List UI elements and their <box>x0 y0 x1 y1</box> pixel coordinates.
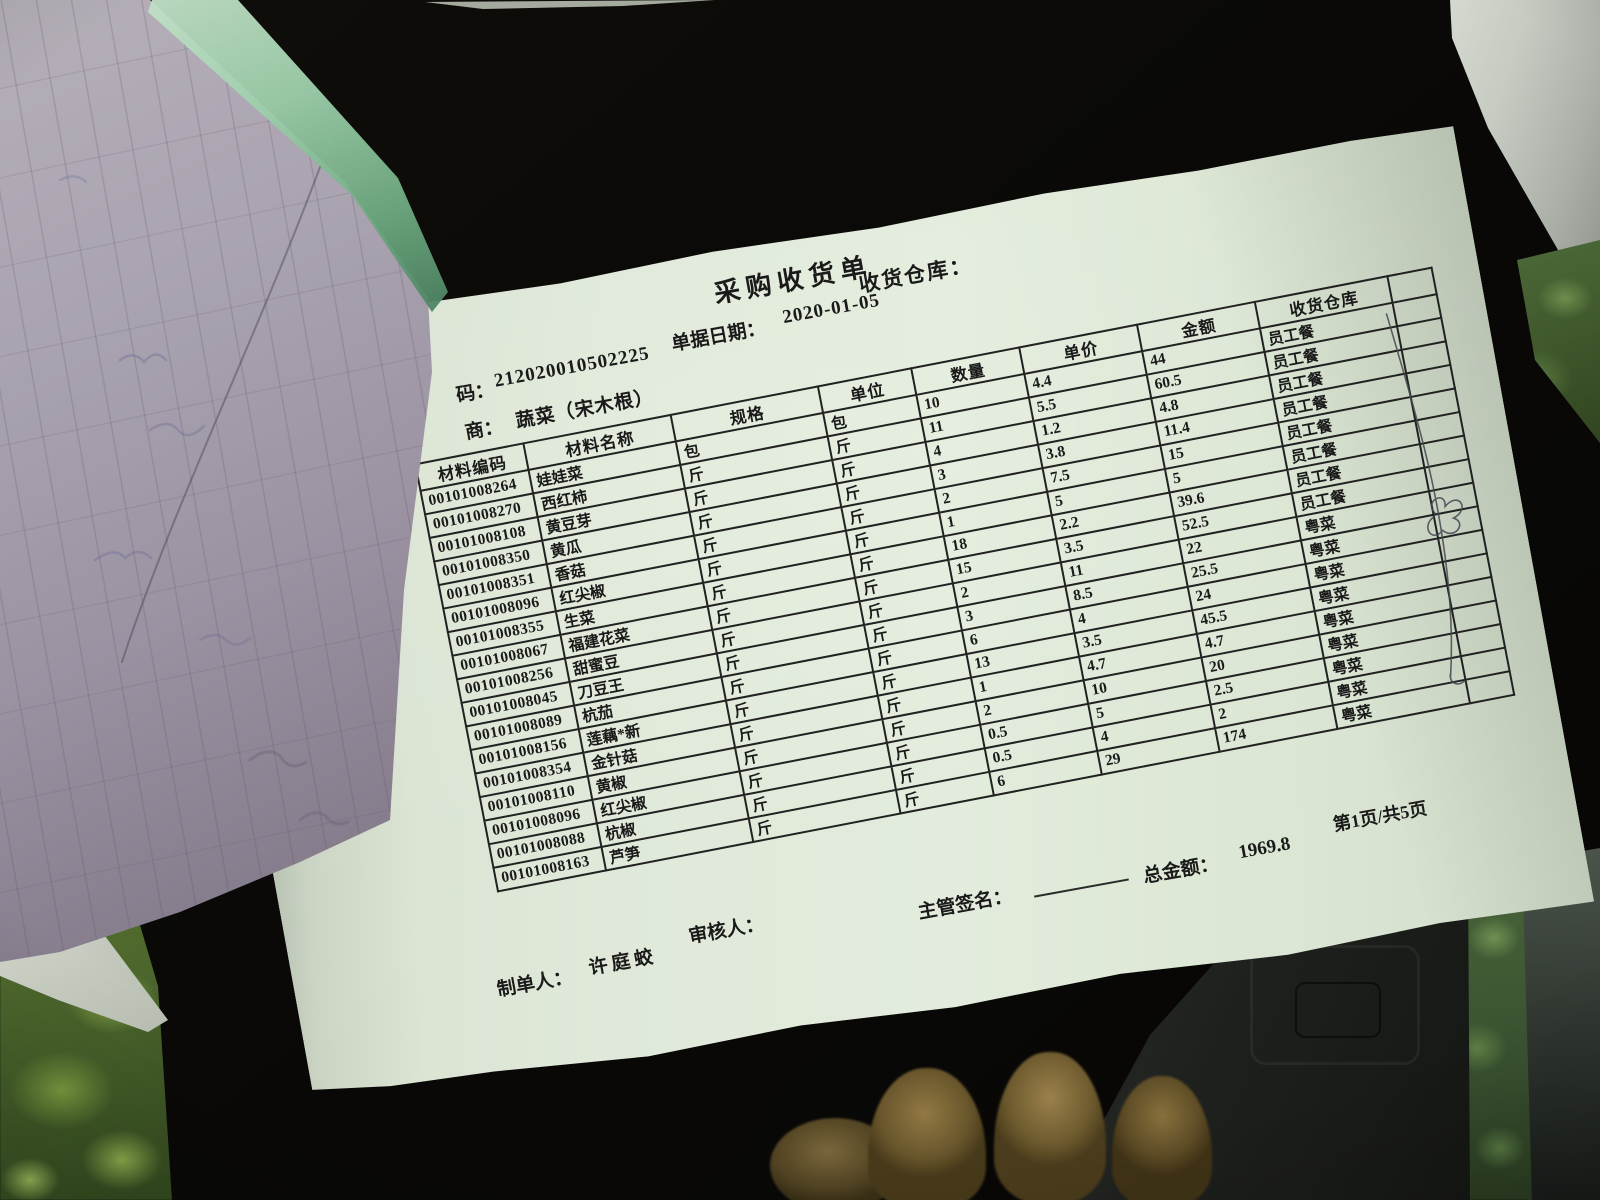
doc-date-label: 单据日期： <box>669 317 768 356</box>
total-label: 总金额： <box>1141 853 1221 888</box>
maker-label: 制单人： <box>495 966 575 1001</box>
device-ridge <box>1295 982 1381 1038</box>
page-indicator: 第1页/共5页 <box>1331 798 1429 835</box>
total-value: 1969.8 <box>1236 833 1293 864</box>
signature-underline <box>1034 878 1129 897</box>
finger <box>1112 1076 1212 1200</box>
hand-fingers <box>770 1040 1250 1200</box>
finger <box>994 1052 1106 1200</box>
auditor-label: 审核人： <box>687 913 766 948</box>
supplier-label: 商： <box>463 416 505 444</box>
paper-edge-sliver-top <box>425 0 715 9</box>
doc-code-label: 码： <box>454 379 496 407</box>
maker-name: 许庭蛟 <box>587 946 659 980</box>
finger <box>868 1068 986 1200</box>
supervisor-sign-label: 主管签名： <box>916 885 1014 924</box>
fabric-patch-top-right <box>1517 240 1600 443</box>
